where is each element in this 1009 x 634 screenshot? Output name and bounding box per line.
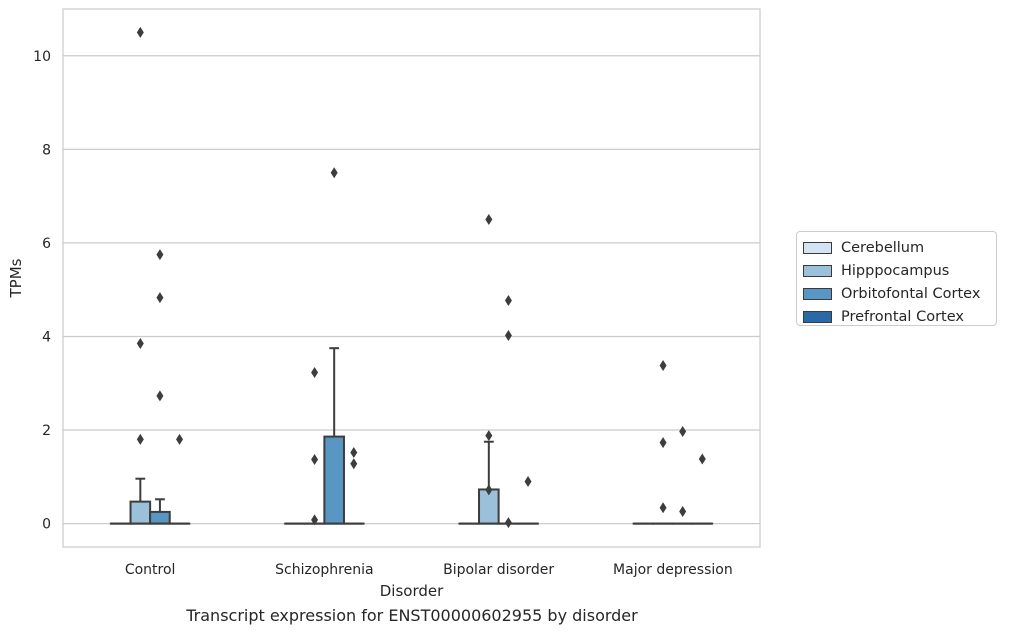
outlier-point: [311, 454, 319, 466]
outlier-point: [330, 167, 338, 179]
x-tick-label: Bipolar disorder: [443, 562, 554, 578]
outlier-point: [311, 367, 319, 379]
y-tick-label: 8: [42, 142, 51, 158]
outlier-point: [350, 446, 358, 458]
y-axis-title: TPMs: [7, 258, 25, 298]
outlier-point: [504, 294, 512, 306]
outlier-point: [156, 249, 164, 261]
box-hipppocampus: [303, 367, 326, 526]
box-prefrontal-cortex: [691, 453, 714, 525]
box-rect: [149, 510, 171, 525]
chart-caption: Transcript expression for ENST0000060295…: [186, 606, 638, 625]
outlier-point: [659, 437, 667, 449]
outlier-point: [485, 214, 493, 226]
outlier-point: [679, 425, 687, 437]
outlier-point: [524, 476, 532, 488]
legend-item: Orbitofontal Cortex: [803, 282, 996, 305]
box-prefrontal-cortex: [517, 476, 539, 525]
x-axis-title: Disorder: [380, 582, 444, 600]
outlier-point: [485, 430, 493, 442]
legend-label: Hipppocampus: [841, 262, 950, 279]
legend-swatch: [803, 287, 832, 300]
outlier-point: [485, 484, 493, 496]
box-rect: [323, 435, 345, 525]
outlier-point: [136, 337, 144, 349]
box-rect: [129, 500, 152, 525]
box-hipppocampus: [652, 359, 674, 525]
box-orbitofontal-cortex: [497, 294, 520, 529]
legend-swatch: [803, 264, 832, 277]
box-orbitofontal-cortex: [149, 249, 171, 525]
y-tick-label: 0: [42, 517, 51, 533]
outlier-point: [504, 330, 512, 342]
x-tick-labels: Control Schizophrenia Bipolar disorder Majo…: [125, 562, 733, 578]
legend-swatch: [803, 241, 832, 254]
y-tick-label: 4: [42, 329, 51, 345]
plot-area-frame: [62, 8, 761, 548]
box-orbitofontal-cortex: [323, 167, 345, 525]
outlier-point: [136, 26, 144, 38]
box-orbitofontal-cortex: [671, 425, 694, 525]
outlier-point: [136, 433, 144, 445]
y-tick-labels: 0 2 4 6 8 10: [33, 49, 51, 533]
box-hipppocampus: [129, 26, 152, 525]
box-elements: [109, 26, 714, 529]
legend-item: Prefrontal Cortex: [803, 305, 996, 328]
legend-label: Orbitofontal Cortex: [841, 285, 981, 302]
box-hipppocampus: [478, 214, 500, 525]
box-prefrontal-cortex: [342, 446, 365, 525]
legend-label: Prefrontal Cortex: [841, 308, 964, 325]
outlier-point: [659, 502, 667, 514]
x-tick-label: Major depression: [613, 562, 733, 578]
outlier-point: [156, 390, 164, 402]
grid-lines: [63, 55, 760, 525]
outlier-point: [659, 359, 667, 371]
outlier-point: [176, 433, 184, 445]
box-prefrontal-cortex: [168, 433, 191, 525]
legend-item: Hipppocampus: [803, 259, 996, 282]
outlier-point: [698, 453, 706, 465]
x-tick-label: Schizophrenia: [275, 562, 373, 578]
outlier-point: [504, 517, 512, 529]
legend-label: Cerebellum: [841, 239, 925, 256]
y-tick-label: 2: [42, 423, 51, 439]
outlier-point: [350, 458, 358, 470]
outlier-point: [311, 514, 319, 526]
y-tick-label: 6: [42, 236, 51, 252]
legend: Cerebellum Hipppocampus Orbitofontal Corte…: [796, 231, 997, 326]
y-tick-label: 10: [33, 49, 51, 65]
outlier-point: [679, 505, 687, 517]
legend-swatch: [803, 310, 832, 323]
outlier-point: [156, 292, 164, 304]
x-tick-label: Control: [125, 562, 176, 578]
legend-item: Cerebellum: [803, 236, 996, 259]
